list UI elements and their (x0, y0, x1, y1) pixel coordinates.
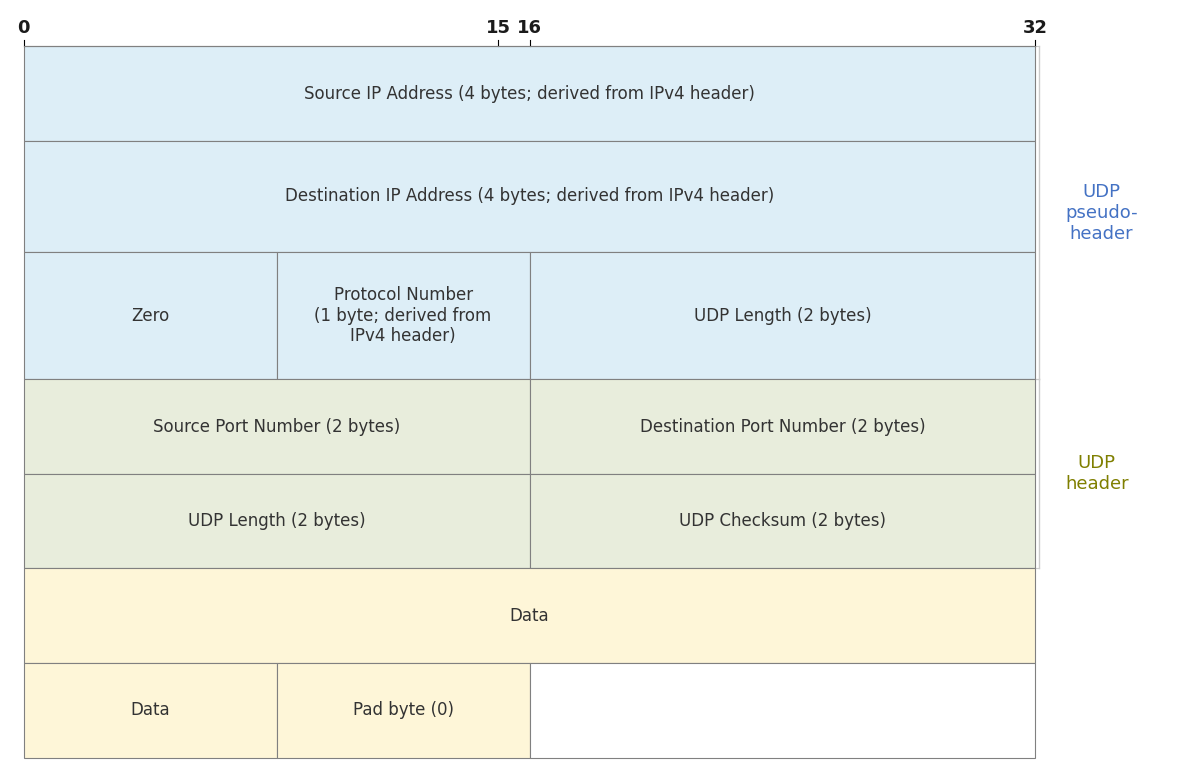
Text: Data: Data (509, 607, 550, 625)
Text: Protocol Number
(1 byte; derived from
IPv4 header): Protocol Number (1 byte; derived from IP… (314, 286, 491, 346)
Bar (24, 380, 530, 474)
Bar (24, 663, 276, 758)
Text: Destination Port Number (2 bytes): Destination Port Number (2 bytes) (639, 417, 926, 436)
Text: 32: 32 (1022, 19, 1048, 37)
Bar (24, 46, 1035, 141)
Text: UDP
header: UDP header (1065, 455, 1128, 493)
Text: UDP Checksum (2 bytes): UDP Checksum (2 bytes) (679, 512, 885, 530)
Text: UDP Length (2 bytes): UDP Length (2 bytes) (694, 307, 871, 325)
Bar (530, 474, 1035, 568)
Bar (530, 380, 1035, 474)
Bar (24, 568, 1035, 663)
Text: Source Port Number (2 bytes): Source Port Number (2 bytes) (154, 417, 400, 436)
Text: 16: 16 (516, 19, 543, 37)
Bar (276, 252, 530, 380)
Text: Destination IP Address (4 bytes; derived from IPv4 header): Destination IP Address (4 bytes; derived… (284, 187, 775, 206)
Text: 15: 15 (486, 19, 511, 37)
Bar (24, 474, 530, 568)
Bar (276, 663, 530, 758)
Text: Source IP Address (4 bytes; derived from IPv4 header): Source IP Address (4 bytes; derived from… (305, 85, 754, 103)
Text: Pad byte (0): Pad byte (0) (352, 701, 453, 719)
Bar (530, 252, 1035, 380)
Text: 0: 0 (18, 19, 30, 37)
Text: Zero: Zero (131, 307, 169, 325)
Bar (530, 663, 1035, 758)
Text: UDP Length (2 bytes): UDP Length (2 bytes) (188, 512, 365, 530)
Text: UDP
pseudo-
header: UDP pseudo- header (1065, 183, 1138, 243)
Bar (24, 141, 1035, 252)
Bar (24, 252, 276, 380)
Text: Data: Data (131, 701, 170, 719)
